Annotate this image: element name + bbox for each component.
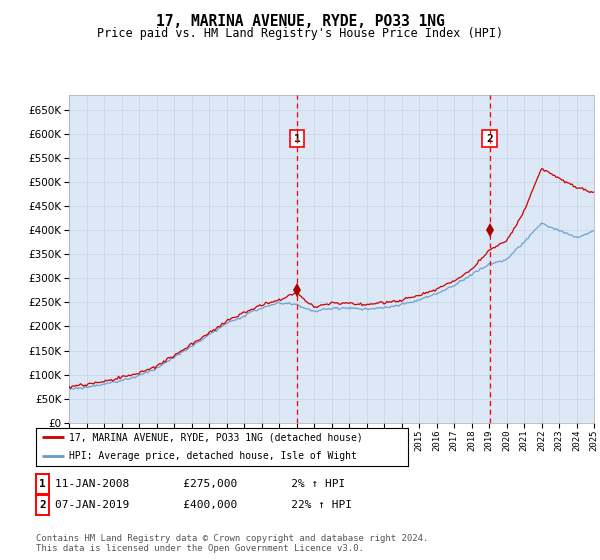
Text: 17, MARINA AVENUE, RYDE, PO33 1NG: 17, MARINA AVENUE, RYDE, PO33 1NG — [155, 14, 445, 29]
Text: 17, MARINA AVENUE, RYDE, PO33 1NG (detached house): 17, MARINA AVENUE, RYDE, PO33 1NG (detac… — [70, 432, 363, 442]
Text: 2: 2 — [487, 133, 493, 143]
Text: HPI: Average price, detached house, Isle of Wight: HPI: Average price, detached house, Isle… — [70, 451, 358, 461]
Text: 07-JAN-2019        £400,000        22% ↑ HPI: 07-JAN-2019 £400,000 22% ↑ HPI — [55, 500, 352, 510]
Text: Contains HM Land Registry data © Crown copyright and database right 2024.
This d: Contains HM Land Registry data © Crown c… — [36, 534, 428, 553]
Text: 1: 1 — [294, 133, 301, 143]
Text: 2: 2 — [39, 500, 46, 510]
Text: 11-JAN-2008        £275,000        2% ↑ HPI: 11-JAN-2008 £275,000 2% ↑ HPI — [55, 479, 346, 489]
Text: Price paid vs. HM Land Registry's House Price Index (HPI): Price paid vs. HM Land Registry's House … — [97, 27, 503, 40]
Text: 1: 1 — [39, 479, 46, 489]
